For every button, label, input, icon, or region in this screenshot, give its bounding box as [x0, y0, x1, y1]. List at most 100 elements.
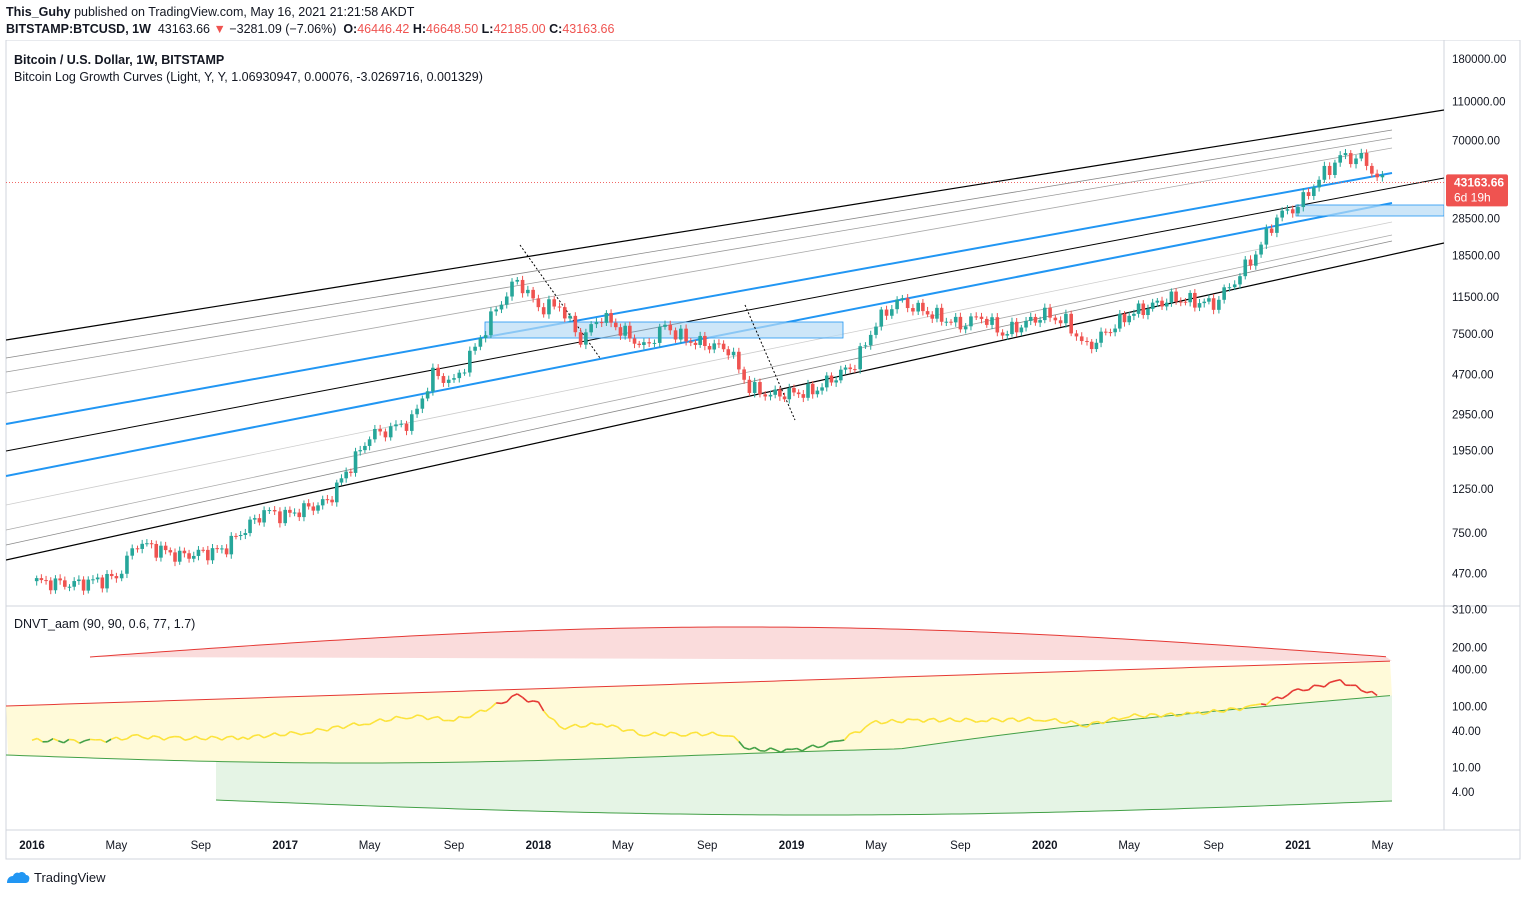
oscillator-segment — [817, 745, 824, 749]
candle-body — [984, 318, 989, 325]
osc-tick-0: 400.00 — [1452, 665, 1487, 677]
candle — [278, 507, 282, 528]
candle — [652, 339, 657, 348]
candle-body — [647, 342, 651, 344]
candle-body — [547, 299, 551, 315]
oscillator-segment — [1334, 678, 1341, 682]
candle-body — [829, 375, 834, 383]
candle-body — [890, 309, 894, 316]
main-pane[interactable] — [6, 109, 1444, 595]
candle — [787, 383, 792, 404]
candle — [234, 533, 238, 540]
oscillator-segment — [73, 739, 80, 744]
candle — [1312, 184, 1316, 200]
candle-body — [378, 428, 382, 432]
candle-body — [446, 379, 451, 383]
candle-body — [953, 316, 958, 323]
candle-body — [81, 579, 86, 591]
candle-body — [578, 332, 583, 345]
oscillator-segment — [886, 718, 893, 724]
candle-body — [884, 309, 889, 316]
candle-body — [796, 392, 801, 395]
candle-body — [316, 505, 320, 511]
time-tick-4: May — [359, 840, 381, 852]
candle — [668, 320, 673, 335]
candle-body — [1127, 315, 1131, 323]
candle — [1227, 283, 1232, 292]
candle — [86, 576, 91, 594]
candle — [930, 311, 935, 324]
chart-canvas[interactable]: 280000.00180000.00110000.0070000.0028500… — [0, 40, 1527, 862]
candle-body — [737, 351, 741, 370]
candle-body — [792, 387, 796, 393]
candle-body — [1155, 300, 1160, 303]
candle — [48, 577, 53, 595]
high-label: H: — [412, 22, 427, 36]
candle — [77, 575, 81, 585]
oscillator-segment — [532, 700, 539, 703]
candle — [834, 376, 838, 387]
candle — [91, 575, 95, 585]
oscillator-segment — [1292, 688, 1299, 692]
candle-body — [895, 299, 899, 310]
oscillator-segment — [1086, 721, 1093, 728]
candle-body — [1141, 303, 1146, 316]
oscillator-segment — [1012, 717, 1019, 723]
candle — [63, 576, 67, 590]
oscillator-segment — [955, 720, 961, 723]
oscillator-segment — [137, 734, 144, 739]
oscillator-segment — [1118, 717, 1125, 721]
candle — [1327, 162, 1332, 180]
growth-curve-3 — [6, 147, 1393, 394]
candle — [613, 318, 618, 331]
tradingview-footer[interactable]: TradingView — [6, 870, 106, 885]
candle — [1259, 241, 1263, 258]
candle — [473, 343, 477, 355]
low-green-line — [215, 799, 1393, 816]
candle-body — [420, 398, 425, 409]
oscillator-segment — [564, 725, 571, 731]
candle-body — [1380, 175, 1385, 178]
candle-body — [168, 550, 173, 553]
candle — [367, 436, 372, 451]
candle-body — [1113, 328, 1117, 333]
oscillator-segment — [1250, 703, 1256, 707]
candle — [504, 292, 509, 309]
osc-tick-4: 4.00 — [1452, 787, 1474, 799]
candle — [979, 312, 984, 324]
candle — [703, 331, 707, 351]
candle — [637, 340, 642, 348]
candle — [1248, 255, 1253, 270]
low-label: L: — [481, 22, 494, 36]
oscillator-segment — [295, 732, 302, 736]
candle-body — [243, 533, 248, 536]
upper-band-line — [89, 626, 1387, 658]
candle — [1094, 338, 1099, 353]
candle — [949, 319, 953, 326]
oscillator-segment — [1245, 704, 1251, 708]
candle-body — [344, 471, 348, 479]
candle — [900, 294, 905, 303]
candle-body — [182, 550, 187, 554]
oscillator-segment — [986, 717, 993, 723]
candle-body — [657, 326, 662, 343]
candle-body — [483, 335, 488, 339]
candle — [1113, 324, 1117, 337]
oscillator-segment — [1308, 684, 1315, 691]
oscillator-segment — [216, 736, 223, 741]
candle — [801, 389, 806, 403]
candle — [220, 545, 224, 554]
oscillator-segment — [485, 707, 492, 712]
author-name[interactable]: This_Guhy — [6, 5, 71, 19]
symbol: BITSTAMP:BTCUSD, 1W — [6, 22, 151, 36]
candle — [135, 545, 140, 553]
time-tick-2: Sep — [191, 840, 211, 852]
candle-body — [526, 289, 530, 294]
candle-body — [939, 307, 944, 322]
lower-pane[interactable] — [6, 626, 1393, 816]
candle-body — [747, 379, 752, 393]
oscillator-segment — [901, 718, 909, 724]
support-zone-2021 — [1295, 204, 1444, 217]
oscillator-segment — [432, 715, 439, 719]
publish-date: published on TradingView.com, May 16, 20… — [74, 5, 415, 19]
